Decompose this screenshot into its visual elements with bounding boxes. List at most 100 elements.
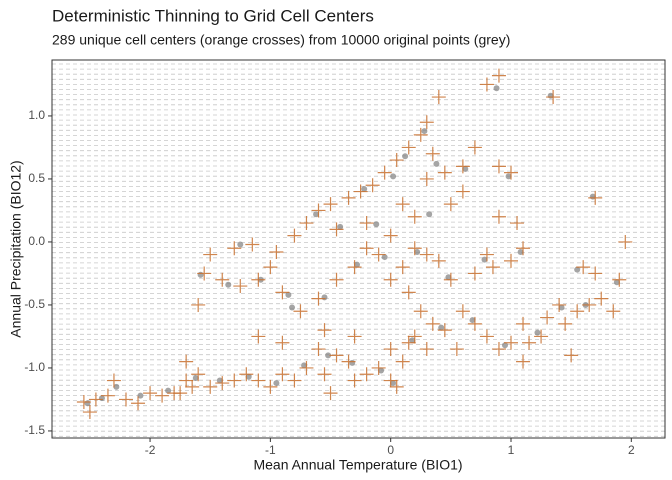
cross-point xyxy=(317,323,332,338)
cross-point xyxy=(516,354,531,369)
grey-point xyxy=(409,337,416,344)
cross-point xyxy=(455,159,470,174)
grey-point xyxy=(225,281,232,288)
cross-point xyxy=(449,342,464,357)
cross-point xyxy=(552,297,567,312)
cross-point xyxy=(419,171,434,186)
y-tick-label: -1.0 xyxy=(24,360,45,374)
cross-point xyxy=(582,297,597,312)
cross-point xyxy=(269,245,284,260)
grey-point xyxy=(325,352,332,359)
cross-point xyxy=(407,241,422,256)
grey-point xyxy=(301,362,308,369)
cross-point xyxy=(516,241,531,256)
y-axis-label: Annual Precipitation (BIO12) xyxy=(8,160,24,337)
cross-point xyxy=(359,216,374,231)
cross-point xyxy=(558,316,573,331)
cross-point xyxy=(534,329,549,344)
cross-point xyxy=(76,394,91,409)
grey-point xyxy=(390,173,397,180)
grey-point xyxy=(197,271,204,278)
cross-point xyxy=(341,190,356,205)
cross-point xyxy=(612,272,627,287)
cross-point xyxy=(540,310,555,325)
cross-point xyxy=(155,388,170,403)
cross-point xyxy=(245,237,260,252)
cross-point xyxy=(353,184,368,199)
cross-point xyxy=(383,228,398,243)
grey-point xyxy=(289,304,296,311)
cross-point xyxy=(491,342,506,357)
cross-point xyxy=(329,272,344,287)
y-tick-label: -1.5 xyxy=(24,423,45,437)
cross-point xyxy=(467,316,482,331)
cross-point xyxy=(413,127,428,142)
cross-point xyxy=(576,260,591,275)
x-tick-label: 1 xyxy=(508,443,515,457)
cross-point xyxy=(407,209,422,224)
cross-point xyxy=(191,367,206,382)
grey-point xyxy=(481,256,488,263)
cross-point xyxy=(118,392,133,407)
grey-point xyxy=(165,387,172,394)
cross-point xyxy=(275,335,290,350)
grey-point xyxy=(469,317,476,324)
grey-point xyxy=(237,241,244,248)
cross-point xyxy=(191,297,206,312)
cross-point xyxy=(588,190,603,205)
cross-point xyxy=(443,197,458,212)
cross-point xyxy=(299,360,314,375)
cross-point xyxy=(389,153,404,168)
cross-point xyxy=(443,272,458,287)
grey-point xyxy=(558,304,565,311)
grey-point xyxy=(337,223,344,230)
grey-point xyxy=(414,249,421,256)
cross-point xyxy=(413,304,428,319)
grey-point xyxy=(613,279,620,286)
cross-point xyxy=(407,329,422,344)
cross-point xyxy=(185,379,200,394)
cross-point xyxy=(106,373,121,388)
cross-point xyxy=(431,253,446,268)
cross-point xyxy=(516,316,531,331)
cross-point xyxy=(287,373,302,388)
cross-point xyxy=(383,373,398,388)
grey-point xyxy=(353,261,360,268)
cross-point xyxy=(419,115,434,130)
cross-point xyxy=(347,329,362,344)
cross-point xyxy=(425,316,440,331)
grey-point xyxy=(245,373,252,380)
cross-point xyxy=(371,247,386,262)
cross-point xyxy=(88,392,103,407)
cross-point xyxy=(359,367,374,382)
cross-point xyxy=(606,304,621,319)
grey-point xyxy=(216,377,223,384)
cross-point xyxy=(251,272,266,287)
cross-point xyxy=(395,197,410,212)
x-tick-label: 2 xyxy=(628,443,635,457)
cross-point xyxy=(275,285,290,300)
cross-point xyxy=(323,386,338,401)
x-axis-label: Mean Annual Temperature (BIO1) xyxy=(253,457,462,473)
cross-point xyxy=(395,354,410,369)
y-tick-label: -0.5 xyxy=(24,297,45,311)
y-tick-label: 0.5 xyxy=(28,171,45,185)
cross-point xyxy=(173,386,188,401)
cross-point xyxy=(347,373,362,388)
grey-point xyxy=(433,160,440,167)
cross-point xyxy=(100,388,115,403)
cross-point xyxy=(594,291,609,306)
cross-point xyxy=(467,266,482,281)
y-tick-label: 1.0 xyxy=(28,108,45,122)
cross-point xyxy=(371,360,386,375)
cross-point xyxy=(329,222,344,237)
panel-border xyxy=(51,59,666,439)
x-tick-label: -2 xyxy=(145,443,156,457)
x-tick-label: 0 xyxy=(387,443,394,457)
cross-point xyxy=(431,90,446,105)
grey-point xyxy=(373,221,380,228)
grey-point xyxy=(390,380,397,387)
cross-point xyxy=(510,216,525,231)
cross-point xyxy=(203,247,218,262)
